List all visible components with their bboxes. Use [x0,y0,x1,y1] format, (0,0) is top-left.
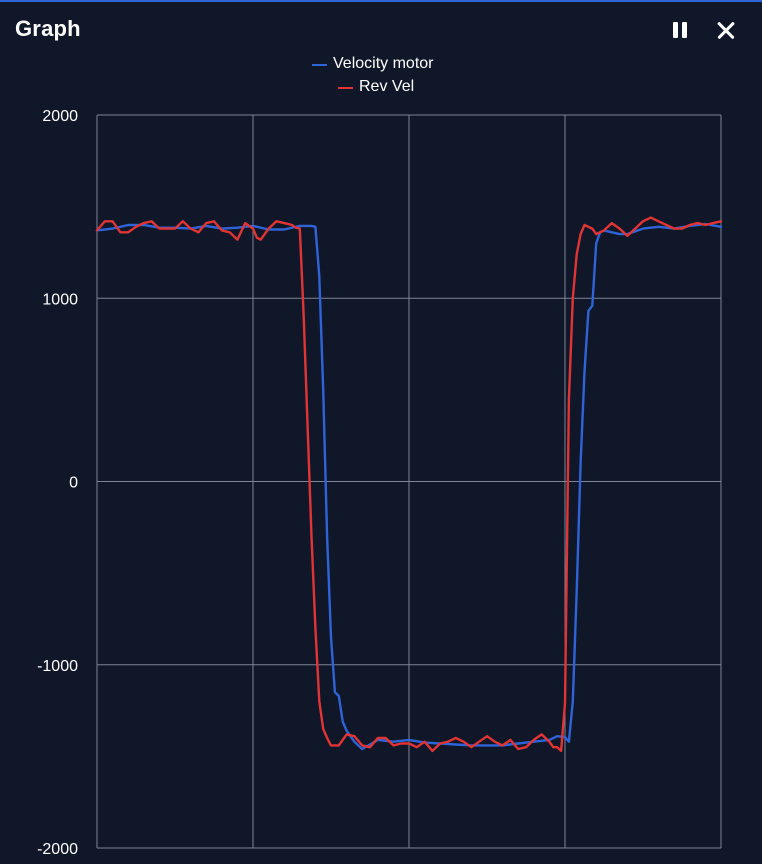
y-tick-label: -1000 [37,658,78,675]
y-tick-label: 0 [69,475,78,492]
chart-grid [96,114,722,849]
series-line-rev-vel [95,216,723,753]
legend-swatch-velocity-motor [312,64,327,66]
legend-swatch-rev-vel [338,87,353,89]
window-header: Graph [0,2,762,58]
y-tick-label: -2000 [37,841,78,858]
window-top-accent [0,0,762,2]
pause-button[interactable] [667,16,695,44]
legend-label: Velocity motor [333,55,434,72]
window-title: Graph [15,16,81,41]
chart-series [95,216,723,753]
y-tick-label: 1000 [42,291,78,308]
y-tick-label: 2000 [42,108,78,125]
y-axis-ticks: 2000 1000 0 -1000 -2000 [37,108,78,858]
legend-label: Rev Vel [359,78,415,95]
